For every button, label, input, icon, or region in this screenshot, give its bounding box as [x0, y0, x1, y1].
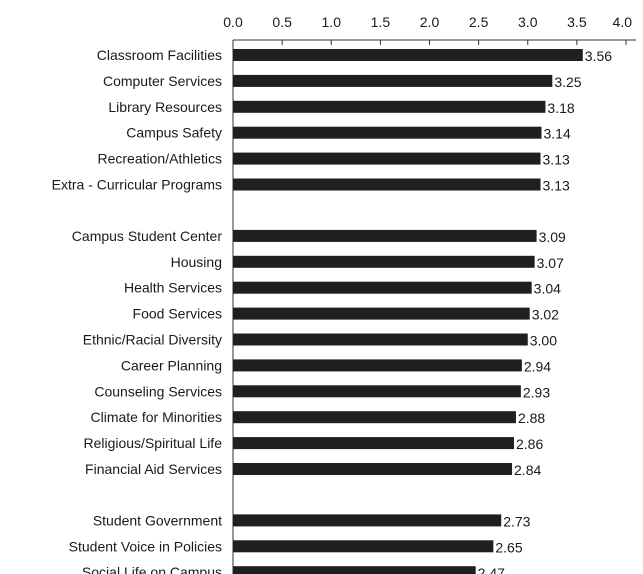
x-tick-label: 3.5 — [567, 14, 587, 30]
category-label: Social Life on Campus — [82, 564, 222, 574]
value-label: 2.88 — [518, 410, 545, 426]
value-label: 3.13 — [543, 178, 570, 194]
category-label: Campus Safety — [126, 125, 222, 141]
value-label: 2.93 — [523, 384, 550, 400]
value-label: 2.47 — [478, 565, 505, 574]
category-label: Classroom Facilities — [97, 47, 222, 63]
x-tick-label: 2.0 — [420, 14, 440, 30]
category-label: Library Resources — [108, 99, 222, 115]
category-label: Campus Student Center — [72, 228, 223, 244]
bar — [233, 514, 502, 527]
x-tick-label: 4.0 — [613, 14, 633, 30]
bar — [233, 437, 514, 450]
value-label: 3.09 — [539, 229, 566, 245]
value-label: 3.02 — [532, 307, 559, 323]
value-label: 2.86 — [516, 436, 543, 452]
bar — [233, 281, 532, 294]
category-label: Student Government — [93, 512, 222, 528]
x-tick-label: 3.0 — [518, 14, 538, 30]
bar — [233, 229, 537, 242]
bar — [233, 255, 535, 268]
value-label: 2.65 — [495, 539, 522, 555]
value-label: 3.14 — [544, 126, 571, 142]
category-label: Computer Services — [103, 73, 222, 89]
x-axis: 0.0 0.5 1.0 1.5 2.0 2.5 3.0 3.5 4.0 — [223, 14, 636, 574]
bar — [233, 178, 541, 191]
value-label: 3.56 — [585, 48, 612, 64]
category-label: Counseling Services — [94, 383, 222, 399]
bar — [233, 152, 541, 165]
category-label: Extra - Curricular Programs — [52, 177, 222, 193]
category-label: Housing — [171, 254, 222, 270]
value-label: 3.07 — [537, 255, 564, 271]
x-tick-label: 0.5 — [272, 14, 292, 30]
value-label: 3.04 — [534, 281, 561, 297]
x-tick-label: 1.5 — [371, 14, 391, 30]
bar — [233, 74, 553, 87]
x-tick-label: 0.0 — [223, 14, 243, 30]
bar — [233, 411, 516, 424]
bar — [233, 333, 528, 346]
category-label: Religious/Spiritual Life — [83, 435, 222, 451]
category-label: Career Planning — [121, 357, 222, 373]
x-tick-label: 1.0 — [322, 14, 342, 30]
category-label: Financial Aid Services — [85, 461, 222, 477]
x-tick-label: 2.5 — [469, 14, 489, 30]
value-label: 3.18 — [547, 100, 574, 116]
bar — [233, 49, 583, 61]
value-label: 2.94 — [524, 358, 551, 374]
category-labels: Classroom Facilities Computer Services Lib… — [52, 47, 223, 574]
value-label: 3.13 — [543, 152, 570, 168]
bar — [233, 100, 546, 113]
value-label: 3.25 — [554, 74, 581, 90]
value-label: 2.84 — [514, 462, 541, 478]
category-label: Recreation/Athletics — [97, 151, 222, 167]
value-label: 3.00 — [530, 333, 557, 349]
category-label: Health Services — [124, 280, 222, 296]
bar — [233, 126, 542, 139]
bar — [233, 307, 530, 320]
bar — [233, 463, 513, 475]
value-labels: 3.563.25 3.18 3.14 3.13 3.13 3.09 3.07 3.04 3.02… — [478, 48, 613, 574]
category-label: Food Services — [133, 306, 222, 322]
bar — [233, 359, 522, 372]
bar — [233, 540, 494, 553]
bar — [233, 566, 476, 574]
category-label: Ethnic/Racial Diversity — [83, 332, 222, 348]
bars — [233, 49, 583, 574]
bar — [233, 385, 521, 398]
category-label: Climate for Minorities — [91, 409, 222, 425]
category-label: Student Voice in Policies — [69, 538, 222, 554]
value-label: 2.73 — [503, 513, 530, 529]
